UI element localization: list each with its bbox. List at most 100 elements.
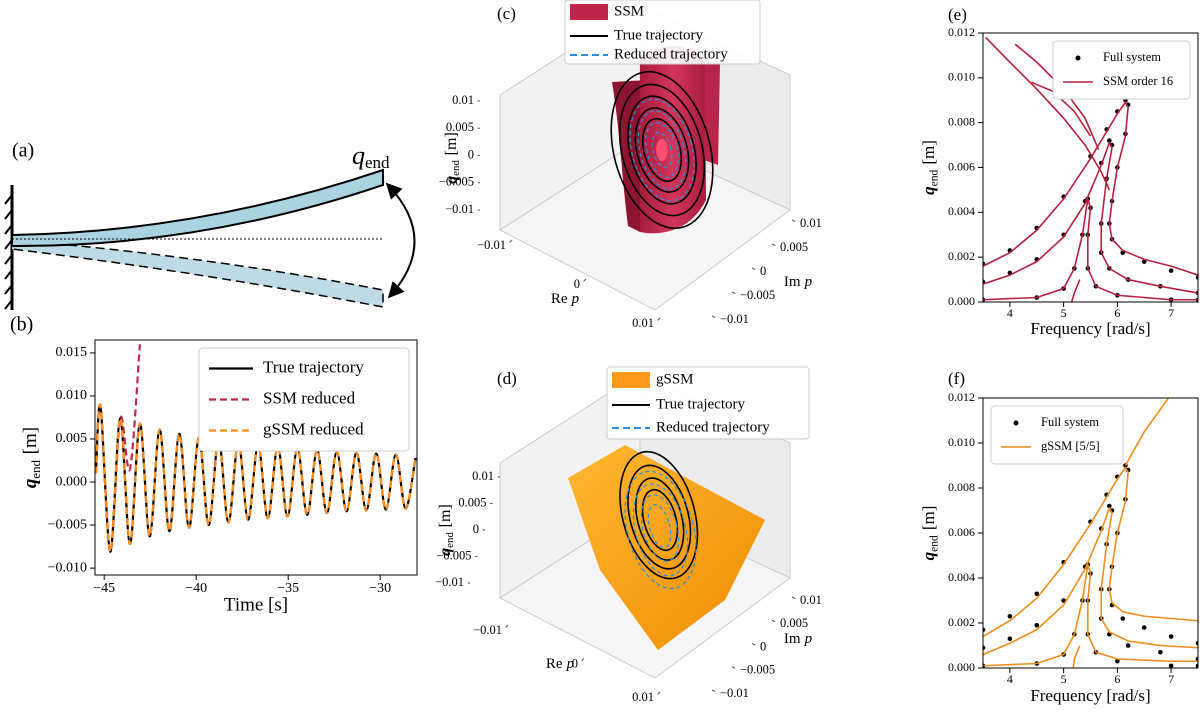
y-tick-label: 0.008 xyxy=(948,480,975,494)
legend-label: SSM xyxy=(614,3,644,19)
axis-label: Im p xyxy=(784,631,813,647)
reduced-trajectory xyxy=(624,470,697,590)
plot-area xyxy=(983,398,1198,668)
data-point xyxy=(1168,634,1174,639)
panel-label: (e) xyxy=(948,5,967,24)
axis-label: qend [m] xyxy=(437,504,456,556)
panel-label: (b) xyxy=(10,314,33,336)
x-tick-label: 6 xyxy=(1114,672,1120,686)
y-tick-label: 0.005 xyxy=(56,431,88,446)
axis-tick-label: −0.01 xyxy=(720,312,749,326)
panel-label: (a) xyxy=(12,140,34,162)
y-tick-label: 0.004 xyxy=(948,204,975,218)
axis-tick-label: −0.005 xyxy=(439,175,474,189)
axis-tick-label: 0.005 xyxy=(458,495,486,509)
legend-box xyxy=(1052,40,1191,100)
data-point xyxy=(1034,591,1040,597)
equilibrium xyxy=(656,139,668,161)
axis-tick xyxy=(711,689,716,693)
x-tick-label: 4 xyxy=(1007,672,1013,686)
panel-label: (f) xyxy=(948,369,965,388)
axis-tick-label: −0.01 xyxy=(445,202,474,216)
subscript: end xyxy=(450,160,462,176)
axis-label: qend [m] xyxy=(919,140,940,195)
axis-tick-label: −0.01 xyxy=(720,686,749,700)
symbol: q xyxy=(919,551,938,560)
axis-tick-label: −0.005 xyxy=(436,548,471,562)
axis-label: Re p xyxy=(546,656,575,672)
axis-tick xyxy=(751,267,756,271)
legend-label: gSSM [5/5] xyxy=(1041,439,1100,453)
data-point xyxy=(1168,663,1174,668)
axis-tick xyxy=(505,624,509,628)
axis-tick xyxy=(771,243,776,247)
axis-label: Re p xyxy=(551,291,580,307)
axis-tick xyxy=(731,666,736,669)
plot-frame xyxy=(982,397,1199,669)
data-point xyxy=(1195,656,1198,662)
axis-tick xyxy=(791,219,796,223)
legend-swatch xyxy=(1013,420,1019,426)
axis-tick-label: −0.005 xyxy=(740,663,775,677)
x-tick-label: −35 xyxy=(277,581,299,596)
axis-tick-label: 0.01 xyxy=(452,93,474,107)
axis-tick-label: 0.005 xyxy=(780,240,808,254)
legend-label: gSSM xyxy=(656,371,694,387)
plot-frame xyxy=(982,32,1199,303)
unit: [m] xyxy=(443,132,460,155)
legend-swatch xyxy=(612,372,650,388)
x-tick-label: 7 xyxy=(1168,672,1174,686)
symbol: q xyxy=(919,186,938,195)
panel-label: (c) xyxy=(497,4,516,23)
subscript: end xyxy=(28,459,43,478)
tip-label: qend xyxy=(352,141,390,172)
surface-chart: (c) 0.01 0.005 0 −0.005 −0.01 −0.01 0 0.01 −0.01 −… xyxy=(439,0,822,330)
beam-deflected-down xyxy=(11,239,384,308)
y-tick-label: 0.000 xyxy=(948,660,975,674)
data-point xyxy=(1007,636,1013,642)
axis-label: qend [m] xyxy=(443,132,462,184)
x-tick-label: −40 xyxy=(185,581,207,596)
axis-text: Im xyxy=(784,274,801,290)
ssm-surface xyxy=(704,60,720,165)
beam-deflected-up xyxy=(11,168,384,248)
data-point xyxy=(983,627,986,633)
legend-swatch xyxy=(1075,55,1081,61)
x-tick-label: 5 xyxy=(1061,306,1067,320)
axis-tick xyxy=(581,658,585,662)
data-point xyxy=(1115,658,1120,664)
axis-tick-label: 0.005 xyxy=(780,616,808,630)
data-point xyxy=(1107,503,1112,509)
series-line xyxy=(983,36,1198,302)
symbol: q xyxy=(437,548,454,556)
axis-tick xyxy=(711,315,716,319)
motion-arrow xyxy=(385,182,416,299)
legend-label: Reduced trajectory xyxy=(656,419,770,435)
axis-tick-label: 0 xyxy=(468,147,474,161)
data-point xyxy=(1195,663,1198,668)
axis-tick xyxy=(583,278,587,282)
legend-box xyxy=(198,347,410,452)
data-point xyxy=(983,645,986,651)
symbol: p xyxy=(804,274,813,290)
y-tick-label: 0.000 xyxy=(948,294,975,308)
y-tick-label: 0.002 xyxy=(948,249,975,263)
legend-box xyxy=(564,0,761,65)
axis-tick-label: −0.01 xyxy=(473,623,502,637)
axis-tick xyxy=(509,239,513,243)
plot-frame xyxy=(94,339,418,576)
subscript: end xyxy=(927,170,940,187)
subscript: end xyxy=(365,153,390,172)
axis-tick-label: −0.005 xyxy=(740,288,775,302)
axis-tick-label: 0 xyxy=(572,656,578,670)
x-tick-label: 5 xyxy=(1061,672,1067,686)
axis-tick-label: 0.005 xyxy=(446,120,474,134)
data-point xyxy=(1195,275,1198,280)
true-trajectory xyxy=(610,70,714,230)
data-point xyxy=(1125,643,1131,648)
data-point xyxy=(1007,613,1013,619)
line-chart: (f) 4 5 6 7 0.000 0.002 0.004 0.006 0.008 0.010 0.0… xyxy=(948,369,1199,705)
axis-tick xyxy=(731,291,736,295)
axis-tick-label: −0.01 xyxy=(477,238,506,252)
